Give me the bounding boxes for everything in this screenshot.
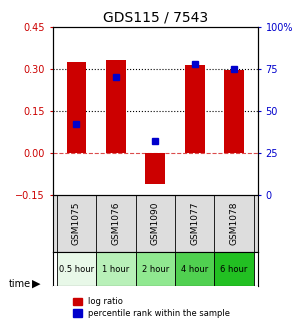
Text: GSM1075: GSM1075 <box>72 202 81 245</box>
FancyBboxPatch shape <box>96 252 136 286</box>
Legend: log ratio, percentile rank within the sample: log ratio, percentile rank within the sa… <box>73 297 230 318</box>
FancyBboxPatch shape <box>175 252 214 286</box>
Text: 0.5 hour: 0.5 hour <box>59 265 94 274</box>
FancyBboxPatch shape <box>57 252 96 286</box>
Text: 1 hour: 1 hour <box>102 265 130 274</box>
Text: time: time <box>9 279 31 289</box>
Bar <box>106 60 126 153</box>
Bar <box>185 65 205 153</box>
Text: GSM1077: GSM1077 <box>190 202 199 245</box>
FancyBboxPatch shape <box>214 252 254 286</box>
Text: GSM1090: GSM1090 <box>151 202 160 245</box>
Text: GSM1078: GSM1078 <box>230 202 239 245</box>
Text: 4 hour: 4 hour <box>181 265 208 274</box>
Text: 6 hour: 6 hour <box>221 265 248 274</box>
FancyBboxPatch shape <box>136 252 175 286</box>
Text: 2 hour: 2 hour <box>142 265 169 274</box>
Text: GSM1076: GSM1076 <box>111 202 120 245</box>
Text: ▶: ▶ <box>32 279 41 289</box>
Bar <box>67 62 86 153</box>
Bar <box>224 70 244 153</box>
Bar <box>145 153 165 184</box>
Title: GDS115 / 7543: GDS115 / 7543 <box>103 10 208 24</box>
